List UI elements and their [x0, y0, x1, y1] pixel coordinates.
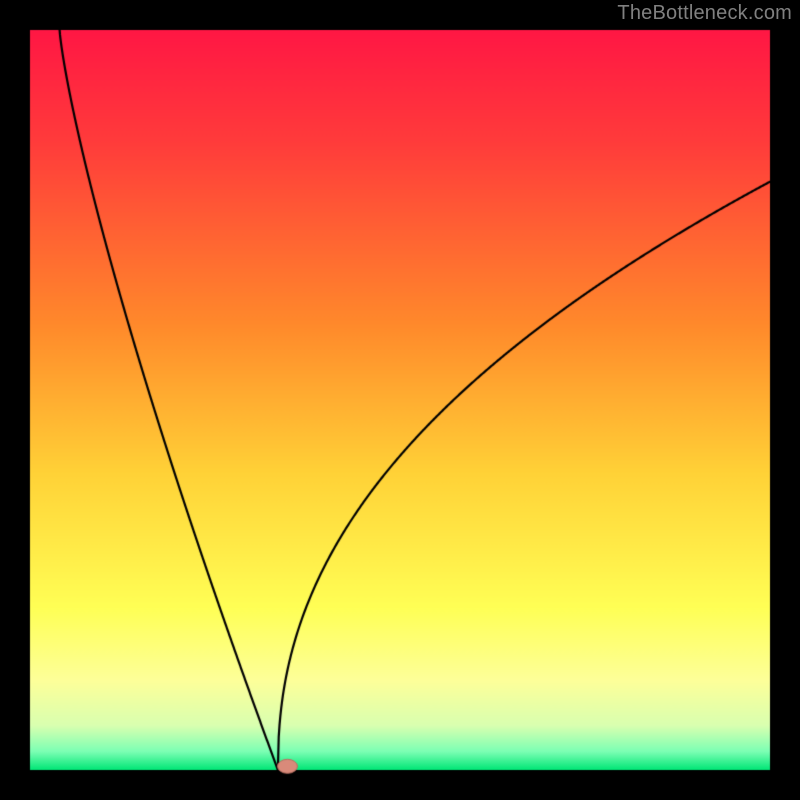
- watermark-text: TheBottleneck.com: [617, 2, 792, 25]
- chart-container: TheBottleneck.com: [0, 0, 800, 800]
- bottleneck-chart-canvas: [0, 0, 800, 800]
